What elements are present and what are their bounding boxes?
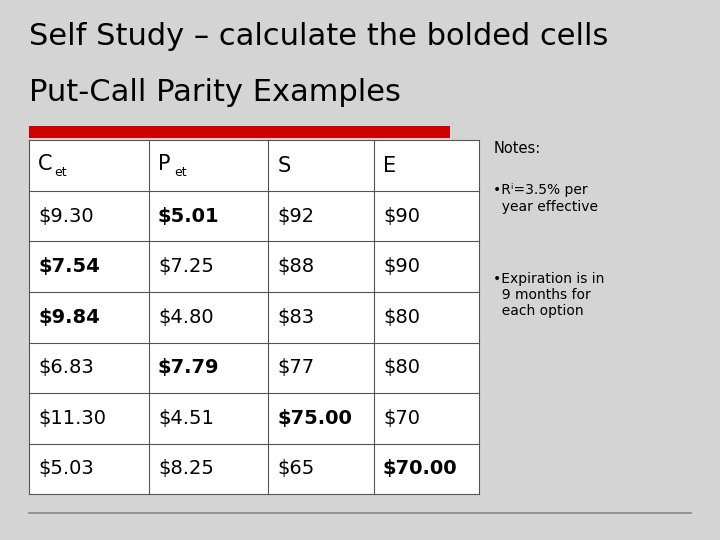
- Text: Self Study – calculate the bolded cells: Self Study – calculate the bolded cells: [29, 22, 608, 51]
- Text: S: S: [278, 156, 291, 176]
- Bar: [29, 140, 479, 494]
- Text: $80: $80: [383, 308, 420, 327]
- Bar: [29, 126, 450, 138]
- Text: •Expiration is in
  9 months for
  each option: •Expiration is in 9 months for each opti…: [493, 272, 605, 318]
- Text: Put-Call Parity Examples: Put-Call Parity Examples: [29, 78, 400, 107]
- Text: $11.30: $11.30: [38, 409, 106, 428]
- Text: $6.83: $6.83: [38, 358, 94, 377]
- Text: $70: $70: [383, 409, 420, 428]
- Text: $70.00: $70.00: [383, 460, 457, 478]
- Text: $5.01: $5.01: [158, 207, 220, 226]
- Text: Notes:: Notes:: [493, 141, 541, 157]
- Text: $65: $65: [278, 460, 315, 478]
- Text: •Rⁱ=3.5% per
  year effective: •Rⁱ=3.5% per year effective: [493, 184, 598, 213]
- Text: E: E: [383, 156, 396, 176]
- Text: $9.30: $9.30: [38, 207, 94, 226]
- Text: $75.00: $75.00: [278, 409, 353, 428]
- Text: $90: $90: [383, 257, 420, 276]
- Text: $7.25: $7.25: [158, 257, 214, 276]
- Text: C: C: [38, 153, 53, 173]
- Text: $80: $80: [383, 358, 420, 377]
- Text: $77: $77: [278, 358, 315, 377]
- Text: $7.79: $7.79: [158, 358, 220, 377]
- Text: $88: $88: [278, 257, 315, 276]
- Text: $5.03: $5.03: [38, 460, 94, 478]
- Text: $8.25: $8.25: [158, 460, 214, 478]
- Text: et: et: [55, 166, 68, 179]
- Text: $9.84: $9.84: [38, 308, 100, 327]
- Text: $90: $90: [383, 207, 420, 226]
- Text: $7.54: $7.54: [38, 257, 100, 276]
- Text: $92: $92: [278, 207, 315, 226]
- Text: $4.51: $4.51: [158, 409, 214, 428]
- Text: $83: $83: [278, 308, 315, 327]
- Text: et: et: [174, 166, 187, 179]
- Text: $4.80: $4.80: [158, 308, 214, 327]
- Text: P: P: [158, 153, 171, 173]
